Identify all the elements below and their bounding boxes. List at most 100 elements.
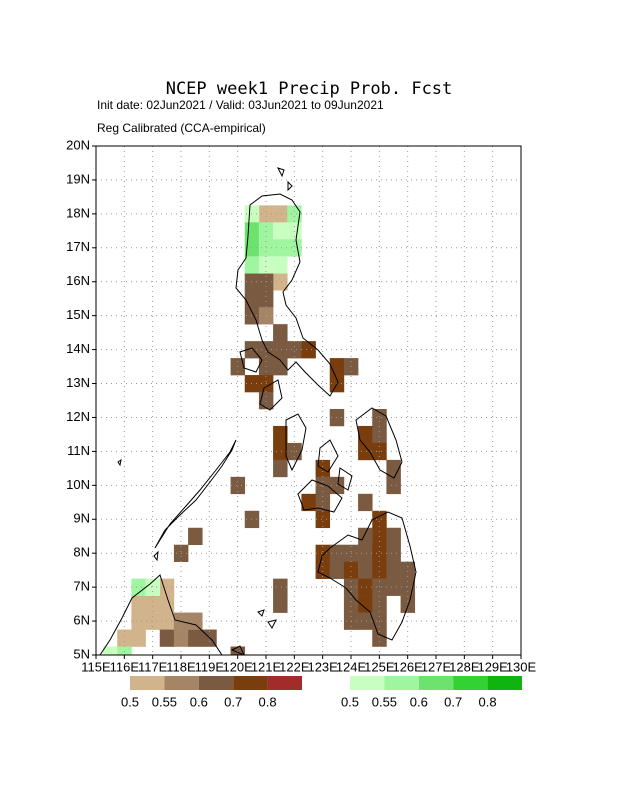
x-tick-label: 118E xyxy=(166,659,196,674)
grid-cell xyxy=(244,256,260,274)
grid-cell xyxy=(372,629,387,647)
grid-cell xyxy=(131,578,146,596)
grid-cell xyxy=(372,408,387,427)
grid-cell xyxy=(131,629,146,647)
legend-label: 0.7 xyxy=(224,694,242,709)
grid-cell xyxy=(145,595,161,613)
grid-cell xyxy=(329,561,345,579)
y-tick-label: 7N xyxy=(73,579,90,594)
y-tick-label: 17N xyxy=(66,239,90,254)
x-tick-label: 129E xyxy=(477,659,508,674)
x-tick-label: 122E xyxy=(279,659,310,674)
grid-cell xyxy=(230,646,246,655)
coastline xyxy=(235,193,339,397)
plot-frame xyxy=(95,145,522,656)
x-tick-label: 128E xyxy=(449,659,480,674)
grid-cell xyxy=(273,205,288,223)
grid-cell xyxy=(273,425,288,444)
grid-cell xyxy=(358,612,373,630)
x-tick-label: 119E xyxy=(195,659,225,674)
coastline xyxy=(239,347,283,411)
legend-label: 0.6 xyxy=(410,694,428,709)
grid-cell xyxy=(372,510,387,529)
x-tick-label: 124E xyxy=(336,659,367,674)
legend-swatch xyxy=(130,676,165,690)
grid-cell xyxy=(386,544,401,562)
legend-label: 0.7 xyxy=(444,694,462,709)
legend-label: 0.5 xyxy=(121,694,139,709)
grid-cell xyxy=(358,527,373,546)
grid-cell xyxy=(315,476,331,495)
grid-cell xyxy=(273,222,288,240)
legend-swatch xyxy=(384,676,419,690)
x-tick-label: 120E xyxy=(222,659,253,674)
legend-swatch xyxy=(233,676,268,690)
grid-cell xyxy=(386,561,401,579)
coastline xyxy=(117,458,277,655)
y-tick-label: 6N xyxy=(73,613,90,628)
grid-cell xyxy=(386,459,401,478)
grid-cell xyxy=(273,256,288,274)
grid-cell xyxy=(244,222,260,240)
x-tick-label: 126E xyxy=(392,659,423,674)
coastline xyxy=(317,511,417,641)
grid-cell xyxy=(358,493,373,512)
legend-label: 0.6 xyxy=(190,694,208,709)
grid-cell xyxy=(287,222,302,240)
grid-cell xyxy=(315,493,331,512)
grid-cell xyxy=(358,544,373,562)
legend: 0.5 0.55 0.6 0.7 0.8 0.5 0.55 0.6 0.7 0.8 xyxy=(121,676,522,709)
coastlines xyxy=(99,167,417,655)
legend-label: 0.55 xyxy=(372,694,397,709)
grid-cell xyxy=(188,629,203,647)
legend-swatch xyxy=(198,676,234,690)
y-tick-label: 12N xyxy=(66,409,90,424)
grid-cell xyxy=(273,239,288,257)
coastline xyxy=(99,574,223,655)
y-tick-label: 9N xyxy=(73,511,90,526)
grid-cell xyxy=(258,256,274,274)
grid-cell xyxy=(372,425,387,444)
grid-cell xyxy=(372,595,387,613)
grid-cell xyxy=(103,646,118,655)
legend-swatch xyxy=(418,676,454,690)
grid-cell xyxy=(145,578,161,596)
grid-cell xyxy=(273,273,288,291)
legend-swatch xyxy=(164,676,199,690)
subtitle: Init date: 02Jun2021 / Valid: 03Jun2021 … xyxy=(97,98,384,112)
y-tick-label: 8N xyxy=(73,545,90,560)
x-tick-label: 117E xyxy=(138,659,168,674)
grid-cell xyxy=(273,578,288,596)
grid-cell xyxy=(358,595,373,613)
grid-cell xyxy=(188,527,203,546)
x-tick-label: 121E xyxy=(251,659,282,674)
y-tick-label: 11N xyxy=(67,443,90,458)
y-tick-label: 16N xyxy=(66,273,90,288)
grid-cell xyxy=(273,324,288,342)
x-tick-label: 115E xyxy=(81,659,111,674)
grid-cell xyxy=(343,595,359,613)
grid-cell xyxy=(273,341,288,359)
grid-cell xyxy=(287,341,302,359)
x-tick-label: 130E xyxy=(506,659,537,674)
y-tick-label: 14N xyxy=(66,341,90,356)
grid-cell xyxy=(117,629,132,647)
grid-cell xyxy=(386,476,401,495)
coastline xyxy=(285,407,403,479)
grid-cell xyxy=(173,629,189,647)
subtitle: Reg Calibrated (CCA-empirical) xyxy=(97,121,266,135)
grid-cell xyxy=(273,595,288,613)
grid-cell xyxy=(343,561,359,579)
grid-cell xyxy=(315,544,331,562)
x-tick-label: 116E xyxy=(110,659,140,674)
chart-title: NCEP week1 Precip Prob. Fcst xyxy=(166,79,453,99)
coastline xyxy=(277,167,293,192)
grid-cell xyxy=(400,595,416,613)
grid-cell xyxy=(258,290,274,308)
legend-label: 0.8 xyxy=(479,694,497,709)
y-tick-label: 10N xyxy=(66,477,90,492)
grid-cell xyxy=(244,290,260,308)
legend-label: 0.8 xyxy=(259,694,277,709)
grid-cell xyxy=(386,578,401,596)
